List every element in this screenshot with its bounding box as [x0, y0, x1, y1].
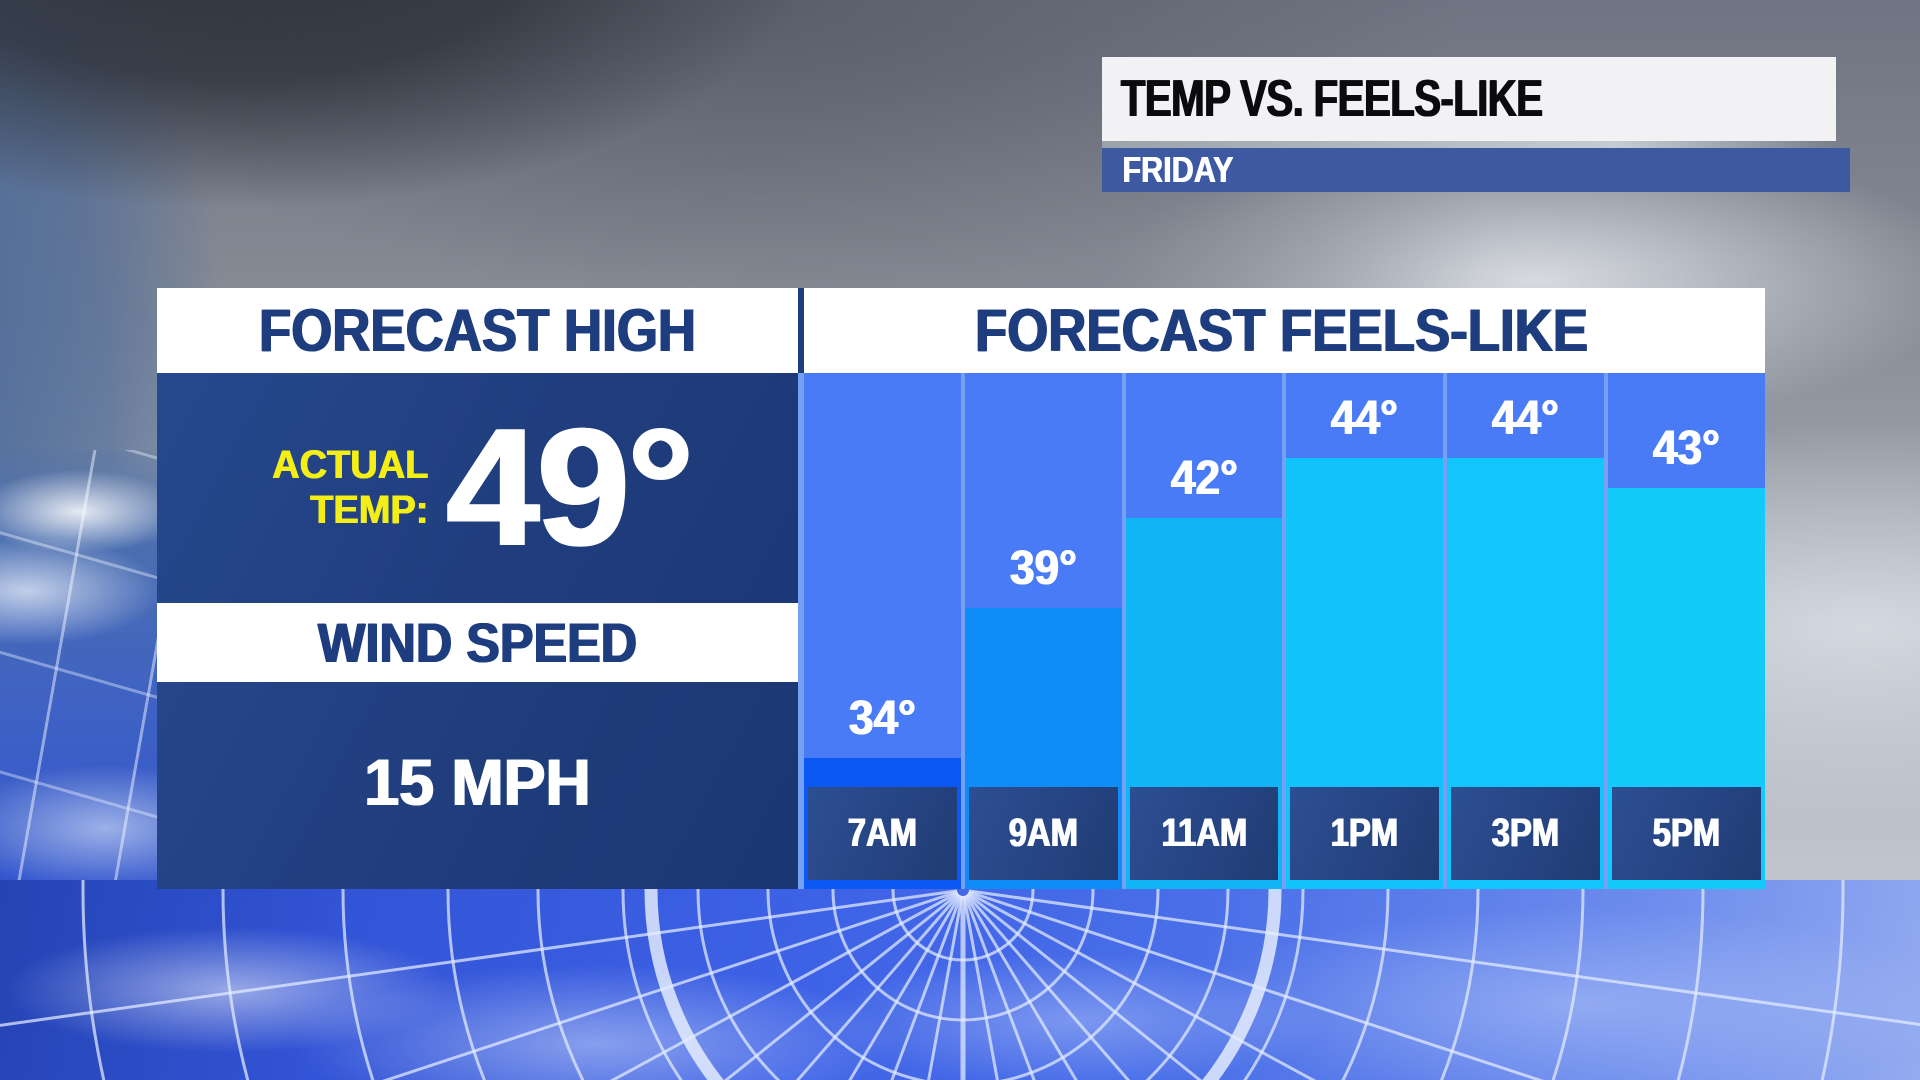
page-title: TEMP VS. FEELS-LIKE [1120, 70, 1543, 128]
time-label-7am: 7AM [847, 811, 918, 855]
actual-temp-box: ACTUAL TEMP: 49° [157, 373, 798, 603]
wind-speed-value: 15 MPH [364, 745, 591, 819]
main-panel: FORECAST HIGH ACTUAL TEMP: 49° WIND SPEE… [157, 288, 1765, 889]
time-label-box-1pm: 1PM [1290, 787, 1440, 880]
sky-left-blue-grid [0, 450, 175, 890]
time-label-3pm: 3PM [1491, 811, 1560, 855]
bar-value-label-7am: 34° [849, 692, 916, 745]
bar-value-label-1pm: 44° [1331, 392, 1399, 445]
forecast-high-title: FORECAST HIGH [258, 297, 697, 364]
time-label-1pm: 1PM [1331, 811, 1399, 855]
time-label-11am: 11AM [1161, 811, 1247, 855]
feels-like-chart-panel: FORECAST FEELS-LIKE 34° 7AM 39° 9AM 42° 11AM 4… [798, 288, 1765, 889]
chart-column-5pm: 43° 5PM [1608, 373, 1765, 889]
day-label: FRIDAY [1122, 149, 1234, 190]
chart-column-3pm: 44° 3PM [1447, 373, 1605, 889]
time-label-5pm: 5PM [1652, 811, 1721, 855]
panel-divider [798, 288, 804, 373]
wind-speed-title: WIND SPEED [317, 611, 638, 674]
chart-column-11am: 42° 11AM [1125, 373, 1283, 889]
bar-value-label-9am: 39° [1009, 542, 1077, 595]
feels-like-title: FORECAST FEELS-LIKE [974, 297, 1589, 364]
forecast-high-panel: FORECAST HIGH ACTUAL TEMP: 49° WIND SPEE… [157, 288, 798, 889]
time-label-box-11am: 11AM [1129, 787, 1279, 880]
time-label-9am: 9AM [1008, 811, 1078, 855]
radar-grid-background [0, 880, 1920, 1080]
chart-column-9am: 39° 9AM [964, 373, 1122, 889]
chart-column-7am: 34° 7AM [804, 373, 961, 889]
day-bar: FRIDAY [1102, 148, 1850, 192]
time-label-box-3pm: 3PM [1451, 787, 1601, 880]
wind-speed-box: 15 MPH [157, 682, 798, 889]
time-label-box-7am: 7AM [808, 787, 957, 880]
actual-temp-value: 49° [446, 393, 694, 582]
title-box-shadow [1102, 141, 1836, 148]
actual-temp-label: ACTUAL TEMP: [271, 443, 429, 532]
feels-like-header: FORECAST FEELS-LIKE [798, 288, 1765, 373]
forecast-high-header: FORECAST HIGH [157, 288, 798, 373]
bar-chart: 34° 7AM 39° 9AM 42° 11AM 44° 1PM 44° 3PM 43° 5PM [798, 373, 1765, 889]
bar-value-label-3pm: 44° [1492, 392, 1560, 445]
bar-value-label-5pm: 43° [1653, 422, 1720, 475]
bar-value-label-11am: 42° [1170, 452, 1238, 505]
wind-speed-header: WIND SPEED [157, 603, 798, 682]
time-label-box-5pm: 5PM [1612, 787, 1761, 880]
time-label-box-9am: 9AM [968, 787, 1118, 880]
chart-column-1pm: 44° 1PM [1286, 373, 1444, 889]
title-box: TEMP VS. FEELS-LIKE [1102, 57, 1836, 141]
radar-grid-lines [0, 880, 1920, 1080]
